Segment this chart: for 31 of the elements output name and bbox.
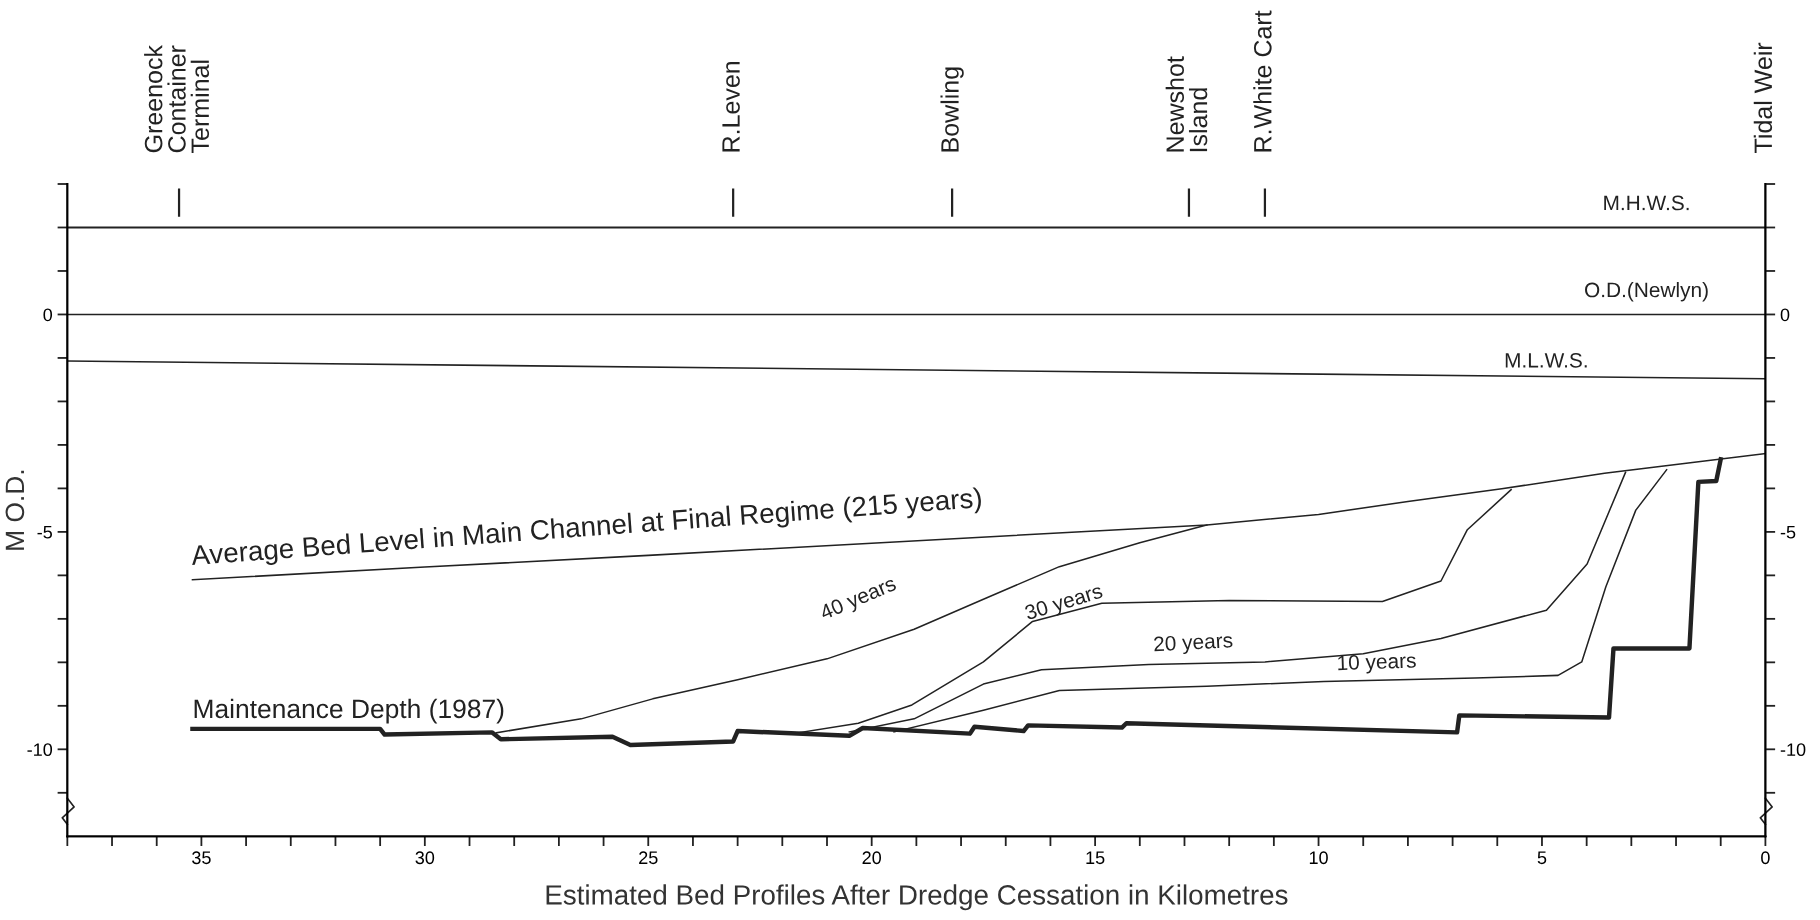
x-tick-label: 15 <box>1086 851 1105 865</box>
text: Newshot Island <box>1165 56 1208 152</box>
ref-line-label: M.H.W.S. <box>1604 195 1689 211</box>
annotation: 10 years <box>1337 652 1417 675</box>
y2-tick-label: -10 <box>1780 743 1806 757</box>
x-tick-label: 10 <box>1309 851 1328 865</box>
annotation: Average Bed Level in Main Channel at Final Regime (215 years) <box>190 487 982 571</box>
text: Greenock Container Terminal <box>144 45 210 153</box>
x-tick-label: 25 <box>639 851 658 865</box>
y-tick-label: 0 <box>43 308 53 322</box>
annotation: 40 years <box>818 575 899 624</box>
annotation: 20 years <box>1153 632 1233 656</box>
y2-tick-label: 0 <box>1780 308 1790 322</box>
text: R.White Cart <box>1253 10 1272 152</box>
text: Tidal Weir <box>1753 42 1773 153</box>
text: Bowling <box>940 67 964 152</box>
annotation: 30 years <box>1023 583 1105 625</box>
text: R.Leven <box>722 61 740 152</box>
annotation: M.L.W.S. <box>1505 352 1587 368</box>
x-tick-label: 20 <box>862 851 882 865</box>
x-tick-label: 35 <box>192 851 211 865</box>
y-tick-label: -5 <box>37 526 52 539</box>
ref-line-label: O.D.(Newlyn) <box>1585 281 1708 302</box>
x-tick-label: 5 <box>1537 851 1547 865</box>
y-tick-label: -10 <box>27 743 53 757</box>
y2-tick-label: -5 <box>1780 526 1796 539</box>
annotation: Maintenance Depth (1987) <box>194 698 504 724</box>
x-tick-label: 0 <box>1761 851 1770 865</box>
x-axis-title: Estimated Bed Profiles After Dredge Cessation in Kilometres <box>546 884 1288 911</box>
x-tick-label: 30 <box>415 851 435 865</box>
y-axis-title: M O.D. <box>5 470 25 550</box>
